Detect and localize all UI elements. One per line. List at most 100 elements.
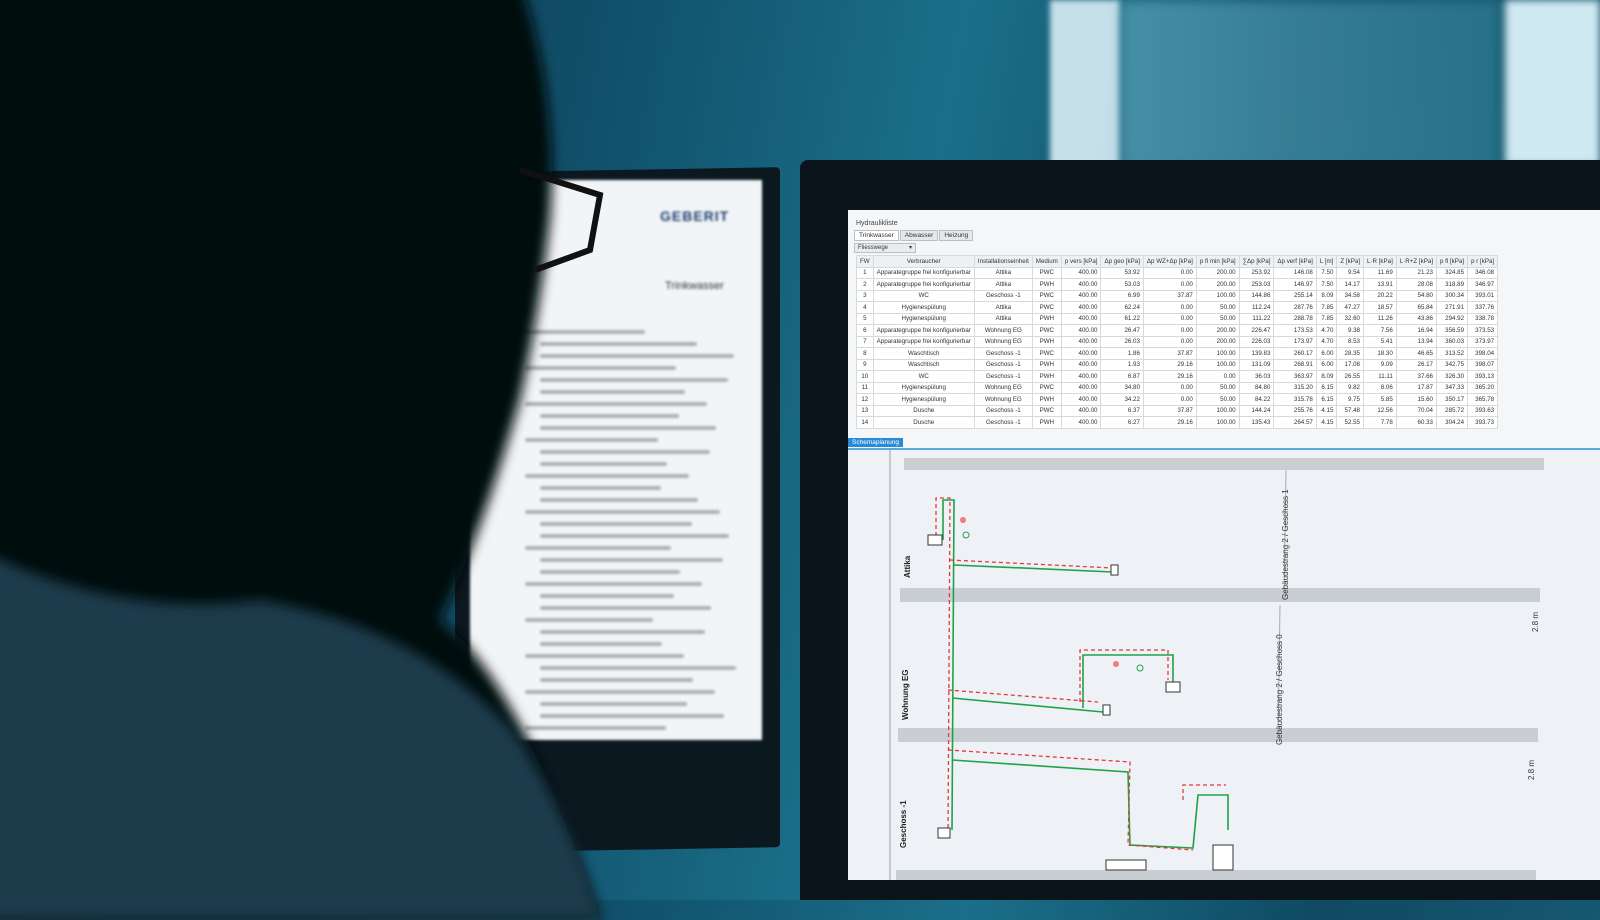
- table-cell: 3: [856, 289, 874, 302]
- table-row[interactable]: 2 Apparategruppe frei konfigurierbar Attik…: [856, 278, 1499, 291]
- document-text-line: [540, 606, 711, 610]
- table-cell: 0.00: [1142, 335, 1197, 348]
- table-cell: 47.27: [1336, 301, 1364, 314]
- table-cell: 26.17: [1395, 358, 1437, 371]
- column-header[interactable]: p fl [kPa]: [1435, 255, 1469, 268]
- table-cell: 29.16: [1142, 370, 1197, 383]
- table-row[interactable]: 6 Apparategruppe frei konfigurierbar Wohnu…: [856, 324, 1499, 337]
- tab-trinkwasser[interactable]: Trinkwasser: [854, 230, 899, 241]
- document-text-line: [540, 558, 723, 562]
- table-row[interactable]: 4 Hygienespülung Attika PWC 400.00 62.24 0.00 5…: [856, 301, 1499, 314]
- column-header[interactable]: Δp verf [kPa]: [1273, 255, 1317, 268]
- table-cell: PWH: [1031, 278, 1062, 291]
- table-cell: 200.00: [1195, 278, 1240, 291]
- floor-slab: [898, 728, 1538, 742]
- table-row[interactable]: 3 WC Geschoss -1 PWC 400.00 6.99 37.87 100.00 14…: [856, 289, 1499, 302]
- table-cell: 50.00: [1195, 393, 1240, 406]
- fixture-icon: [1165, 681, 1181, 693]
- table-cell: 11.26: [1363, 312, 1397, 325]
- table-cell: 9.09: [1363, 358, 1397, 371]
- table-cell: 0.00: [1142, 278, 1197, 291]
- person-silhouette: [0, 0, 604, 920]
- floor-slab: [896, 870, 1536, 880]
- floor-slab: [900, 588, 1540, 602]
- document-text-line: [540, 534, 729, 538]
- table-row[interactable]: 9 Waschtisch Geschoss -1 PWH 400.00 1.93 29.16…: [856, 358, 1499, 371]
- table-cell: 315.20: [1273, 381, 1317, 394]
- document-text-line: [540, 714, 724, 718]
- table-cell: 50.00: [1195, 312, 1240, 325]
- table-row[interactable]: 8 Waschtisch Geschoss -1 PWC 400.00 1.86 37.87…: [856, 347, 1499, 360]
- table-cell: 0.00: [1142, 324, 1197, 337]
- column-header[interactable]: FW: [856, 255, 874, 268]
- column-header[interactable]: p fl min [kPa]: [1195, 255, 1240, 268]
- table-row[interactable]: 5 Hygienespülung Attika PWH 400.00 61.22 0.00 5…: [856, 312, 1499, 325]
- table-cell: 17.08: [1336, 358, 1364, 371]
- table-cell: PWH: [1031, 370, 1062, 383]
- table-cell: Apparategruppe frei konfigurierbar: [872, 278, 975, 291]
- divider: [848, 448, 1600, 450]
- tab-schemaplanung[interactable]: Schemaplanung: [848, 438, 903, 447]
- table-cell: 11.69: [1363, 266, 1397, 279]
- strang-label: Gebäudestrang 2 / Geschoss 0: [1275, 634, 1284, 745]
- table-cell: 37.66: [1395, 370, 1437, 383]
- table-cell: Geschoss -1: [973, 370, 1033, 383]
- table-row[interactable]: 12 Hygienespülung Wohnung EG PWH 400.00 34.22…: [856, 393, 1499, 406]
- table-cell: 347.33: [1435, 381, 1469, 394]
- column-header[interactable]: Verbraucher: [872, 255, 975, 268]
- table-cell: 29.16: [1142, 416, 1197, 429]
- table-cell: 144.24: [1238, 404, 1275, 417]
- table-cell: 7.56: [1363, 324, 1397, 337]
- table-cell: 21.23: [1395, 266, 1437, 279]
- fliesswege-dropdown[interactable]: Fliesswege ▾: [854, 243, 916, 253]
- column-header[interactable]: Δp geo [kPa]: [1100, 255, 1144, 268]
- tab-heizung[interactable]: Heizung: [939, 230, 974, 241]
- table-cell: 393.63: [1467, 404, 1499, 417]
- table-cell: 365.78: [1467, 393, 1499, 406]
- column-header[interactable]: L [m]: [1315, 255, 1338, 268]
- table-row[interactable]: 11 Hygienespülung Wohnung EG PWC 400.00 34.80…: [856, 381, 1499, 394]
- document-text-line: [525, 402, 707, 406]
- table-cell: PWC: [1031, 266, 1062, 279]
- column-header[interactable]: Δp WZ+Δp [kPa]: [1142, 255, 1197, 268]
- table-row[interactable]: 7 Apparategruppe frei konfigurierbar Wohnu…: [856, 335, 1499, 348]
- table-cell: 37.87: [1142, 404, 1197, 417]
- column-header[interactable]: L·R [kPa]: [1363, 255, 1397, 268]
- document-title: Trinkwasser: [665, 280, 724, 292]
- table-cell: 62.24: [1100, 301, 1144, 314]
- table-cell: 0.00: [1142, 301, 1197, 314]
- column-header[interactable]: p vers [kPa]: [1060, 255, 1102, 268]
- fixture-icon: [927, 534, 943, 546]
- table-cell: 6.37: [1100, 404, 1144, 417]
- window-light: [1120, 0, 1500, 170]
- table-cell: 100.00: [1195, 404, 1240, 417]
- table-cell: Hygienespülung: [872, 393, 975, 406]
- table-row[interactable]: 13 Dusche Geschoss -1 PWC 400.00 6.37 37.87 100…: [856, 404, 1499, 417]
- table-cell: 1.86: [1100, 347, 1144, 360]
- column-header[interactable]: Installationseinheit: [973, 255, 1033, 268]
- table-cell: 300.34: [1435, 289, 1469, 302]
- table-cell: 318.89: [1435, 278, 1469, 291]
- column-header[interactable]: L·R+Z [kPa]: [1395, 255, 1437, 268]
- table-cell: 288.78: [1273, 312, 1317, 325]
- table-row[interactable]: 1 Apparategruppe frei konfigurierbar Attik…: [856, 266, 1499, 279]
- glasses: [519, 167, 604, 273]
- document-text-line: [540, 570, 680, 574]
- table-row[interactable]: 10 WC Geschoss -1 PWH 400.00 6.87 29.16 0.00 36.…: [856, 370, 1499, 383]
- left-monitor-screen: GEBERIT Trinkwasser: [470, 180, 762, 740]
- window-light: [1050, 0, 1120, 175]
- column-header[interactable]: Medium: [1031, 255, 1062, 268]
- table-cell: 32.60: [1336, 312, 1364, 325]
- column-header[interactable]: p r [kPa]: [1467, 255, 1499, 268]
- table-row[interactable]: 14 Dusche Geschoss -1 PWH 400.00 6.27 29.16 100…: [856, 416, 1499, 429]
- table-cell: 60.33: [1395, 416, 1437, 429]
- table-cell: 255.14: [1273, 289, 1317, 302]
- tab-abwasser[interactable]: Abwasser: [899, 230, 939, 241]
- column-header[interactable]: ∑Δp [kPa]: [1238, 255, 1275, 268]
- column-header[interactable]: Z [kPa]: [1336, 255, 1364, 268]
- table-cell: 17.87: [1395, 381, 1437, 394]
- table-cell: 34.80: [1100, 381, 1144, 394]
- table-cell: 100.00: [1195, 358, 1240, 371]
- table-cell: 346.08: [1467, 266, 1499, 279]
- document-text-line: [525, 690, 715, 694]
